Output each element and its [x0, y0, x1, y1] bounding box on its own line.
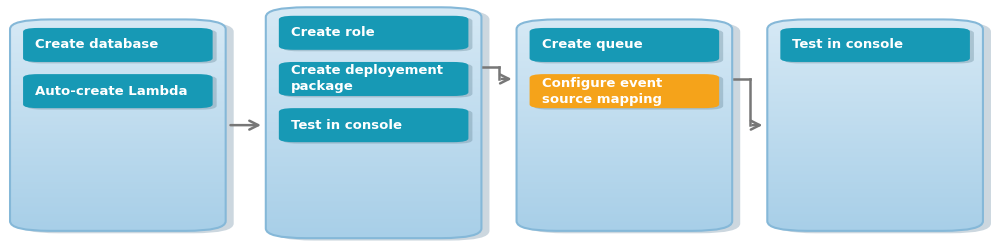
FancyBboxPatch shape: [27, 29, 216, 63]
Text: Test: Test: [850, 30, 899, 50]
FancyBboxPatch shape: [279, 16, 468, 50]
FancyBboxPatch shape: [283, 17, 472, 51]
Text: Database: Database: [62, 30, 173, 50]
FancyBboxPatch shape: [780, 28, 969, 62]
Text: Configure event
source mapping: Configure event source mapping: [541, 77, 661, 106]
FancyBboxPatch shape: [784, 29, 973, 63]
FancyBboxPatch shape: [775, 22, 990, 233]
FancyBboxPatch shape: [529, 28, 718, 62]
Text: Create queue: Create queue: [541, 38, 641, 52]
FancyBboxPatch shape: [283, 63, 472, 97]
Text: Function: Function: [323, 18, 424, 38]
FancyBboxPatch shape: [23, 28, 212, 62]
FancyBboxPatch shape: [533, 76, 722, 110]
Text: Create role: Create role: [291, 26, 374, 39]
FancyBboxPatch shape: [18, 22, 233, 233]
FancyBboxPatch shape: [529, 74, 718, 108]
Text: Create deployement
package: Create deployement package: [291, 64, 443, 94]
FancyBboxPatch shape: [279, 62, 468, 96]
Text: SQS: SQS: [600, 30, 647, 50]
FancyBboxPatch shape: [27, 76, 216, 110]
Text: Auto-create Lambda: Auto-create Lambda: [35, 85, 187, 98]
FancyBboxPatch shape: [283, 110, 472, 144]
Text: Test in console: Test in console: [291, 119, 402, 132]
FancyBboxPatch shape: [279, 108, 468, 142]
FancyBboxPatch shape: [23, 74, 212, 108]
Text: Test in console: Test in console: [792, 38, 903, 52]
FancyBboxPatch shape: [524, 22, 739, 233]
Text: Create database: Create database: [35, 38, 158, 52]
FancyBboxPatch shape: [274, 10, 489, 241]
FancyBboxPatch shape: [533, 29, 722, 63]
